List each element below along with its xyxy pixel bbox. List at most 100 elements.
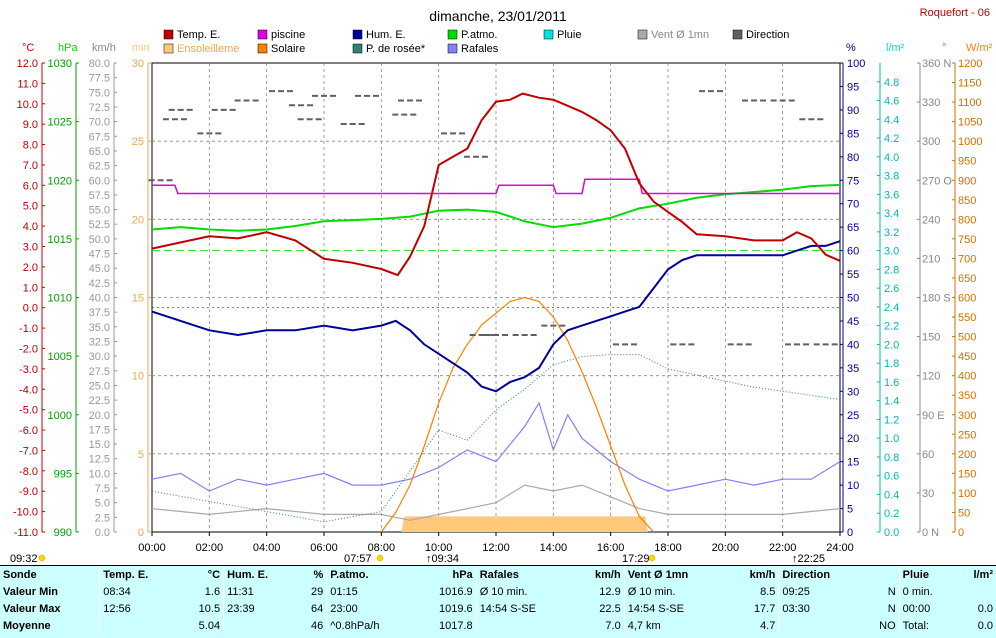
axis-tick-label: 20 [132, 214, 144, 226]
axis-tick-label: 9.0 [23, 119, 38, 131]
axis-tick-label: 20 [847, 433, 859, 445]
legend-swatch [352, 43, 363, 54]
axis-tick-label: -9.0 [19, 486, 38, 498]
sun-event-label: 09:32 [10, 553, 38, 565]
axis-tick-label: 1.0 [884, 433, 899, 445]
axis-tick-label: 60 [922, 449, 934, 461]
axis-tick-label: 37.5 [89, 307, 110, 319]
axis-tick-label: 2.2 [884, 321, 899, 333]
right-axes: 1009590858075706560555045403530252015105… [840, 58, 982, 539]
axis-tick-label: 1.2 [884, 414, 899, 426]
axis-tick-label: -7.0 [19, 445, 38, 457]
series-sunshine [401, 516, 648, 532]
x-tick-label: 22:00 [769, 542, 797, 554]
axis-tick-label: 100 [847, 58, 865, 70]
axis-tick-label: 0.8 [884, 452, 899, 464]
axis-tick-label: 0 [958, 527, 964, 539]
axis-tick-label: 5 [847, 504, 853, 516]
legend-label: Ensoleilleme [177, 43, 239, 55]
axis-tick-label: 1020 [48, 175, 72, 187]
axis-tick-label: 1.6 [884, 377, 899, 389]
axis-tick-label: 2.5 [95, 512, 110, 524]
summary-cell-value: 12.9 [599, 585, 621, 598]
sun-event-label: 07:57 [344, 553, 372, 565]
axis-tick-label: 450 [958, 351, 976, 363]
chart-title: dimanche, 23/01/2011 [429, 8, 567, 24]
axis-tick-label: 0.0 [884, 527, 899, 539]
axis-tick-label: 60 [847, 246, 859, 258]
legend-swatch [447, 43, 458, 54]
summary-cell-time: 09:25 [778, 583, 864, 600]
x-tick-label: 00:00 [138, 542, 166, 554]
summary-header: Direction [778, 566, 864, 583]
axis-tick-label: 30 [922, 488, 934, 500]
series-line [380, 296, 655, 533]
axis-tick-label: 750 [958, 234, 976, 246]
axis-tick-label: 5.0 [95, 498, 110, 510]
axis-tick-label: 27.5 [89, 366, 110, 378]
grid-lines [152, 63, 840, 532]
axis-tick-label: -3.0 [19, 364, 38, 376]
summary-cell-value: 5.04 [198, 619, 221, 632]
axis-tick-label: 75.0 [89, 87, 110, 99]
axis-tick-label: 10.0 [89, 468, 110, 480]
axis-tick-label: 30 [847, 386, 859, 398]
axis-tick-label: 25 [132, 136, 144, 148]
axis-tick-label: 80 [847, 152, 859, 164]
axis-tick-label: 350 [958, 390, 976, 402]
axis-tick-label: -4.0 [19, 384, 38, 396]
legend-label: P. de rosée* [366, 43, 426, 55]
axis-tick-label: 22.5 [89, 395, 110, 407]
summary-header-unit: % [313, 568, 324, 581]
axis-tick-label: 15 [847, 457, 859, 469]
axis-tick-label: 4.2 [884, 133, 899, 145]
axis-tick-label: 70 [847, 199, 859, 211]
axis-tick-label: -10.0 [13, 507, 38, 519]
axis-tick-label: -11.0 [14, 527, 38, 539]
axis-tick-label: 1.0 [23, 282, 38, 294]
summary-cell-value: 17.7 [753, 602, 776, 615]
axis-tick-label: 8.0 [23, 140, 38, 152]
summary-cell-value: N [887, 602, 896, 615]
axis-tick-label: 990 [54, 527, 72, 539]
axis-tick-label: 75 [847, 175, 859, 187]
axis-tick-label: 65 [847, 222, 859, 234]
sun-events: 09:32 07:57 ↑09:34 17:29 ↑22:25 [10, 553, 825, 565]
summary-cell-time: 00:00 [898, 600, 957, 617]
x-tick-label: 12:00 [482, 542, 510, 554]
axis-tick-label: -5.0 [19, 405, 38, 417]
axis-tick-label: 3.2 [884, 227, 899, 239]
summary-header: Pluie [898, 566, 957, 583]
summary-header: Hum. E. [223, 566, 298, 583]
axis-tick-label: 80.0 [89, 58, 110, 70]
axis-tick-label: 25.0 [89, 380, 110, 392]
x-tick-label: 18:00 [654, 542, 682, 554]
axis-unit-label: l/m² [886, 42, 905, 54]
summary-cell-time [223, 617, 298, 634]
legend-swatch [447, 29, 458, 40]
axis-tick-label: 4.0 [23, 221, 38, 233]
axis-tick-label: 35.0 [89, 322, 110, 334]
axis-tick-label: 150 [958, 468, 976, 480]
summary-cell-time: 23:39 [223, 600, 298, 617]
sun-icon [376, 554, 384, 562]
summary-cell-time: 4,7 km [623, 617, 729, 634]
axis-tick-label: -2.0 [19, 343, 38, 355]
axis-tick-label: -1.0 [19, 323, 38, 335]
axis-tick-label: 0.2 [884, 508, 899, 520]
axis-tick-label: 67.5 [89, 131, 110, 143]
summary-cell-value: 10.5 [198, 602, 221, 615]
sun-icon [38, 554, 46, 562]
series-line [151, 240, 841, 393]
weather-chart: dimanche, 23/01/2011 Roquefort - 06 Temp… [10, 7, 993, 565]
axis-tick-label: 0 [847, 527, 853, 539]
axis-tick-label: 2.0 [884, 339, 899, 351]
summary-header-unit: hPa [452, 568, 473, 581]
axis-tick-label: 1.8 [884, 358, 899, 370]
axis-tick-label: 4.4 [884, 114, 899, 126]
axis-tick-label: 47.5 [89, 249, 110, 261]
summary-cell-time: Total: [898, 617, 957, 634]
axis-tick-label: 0.4 [884, 489, 899, 501]
axis-tick-label: 7.5 [95, 483, 110, 495]
axis-tick-label: 1.4 [884, 396, 899, 408]
